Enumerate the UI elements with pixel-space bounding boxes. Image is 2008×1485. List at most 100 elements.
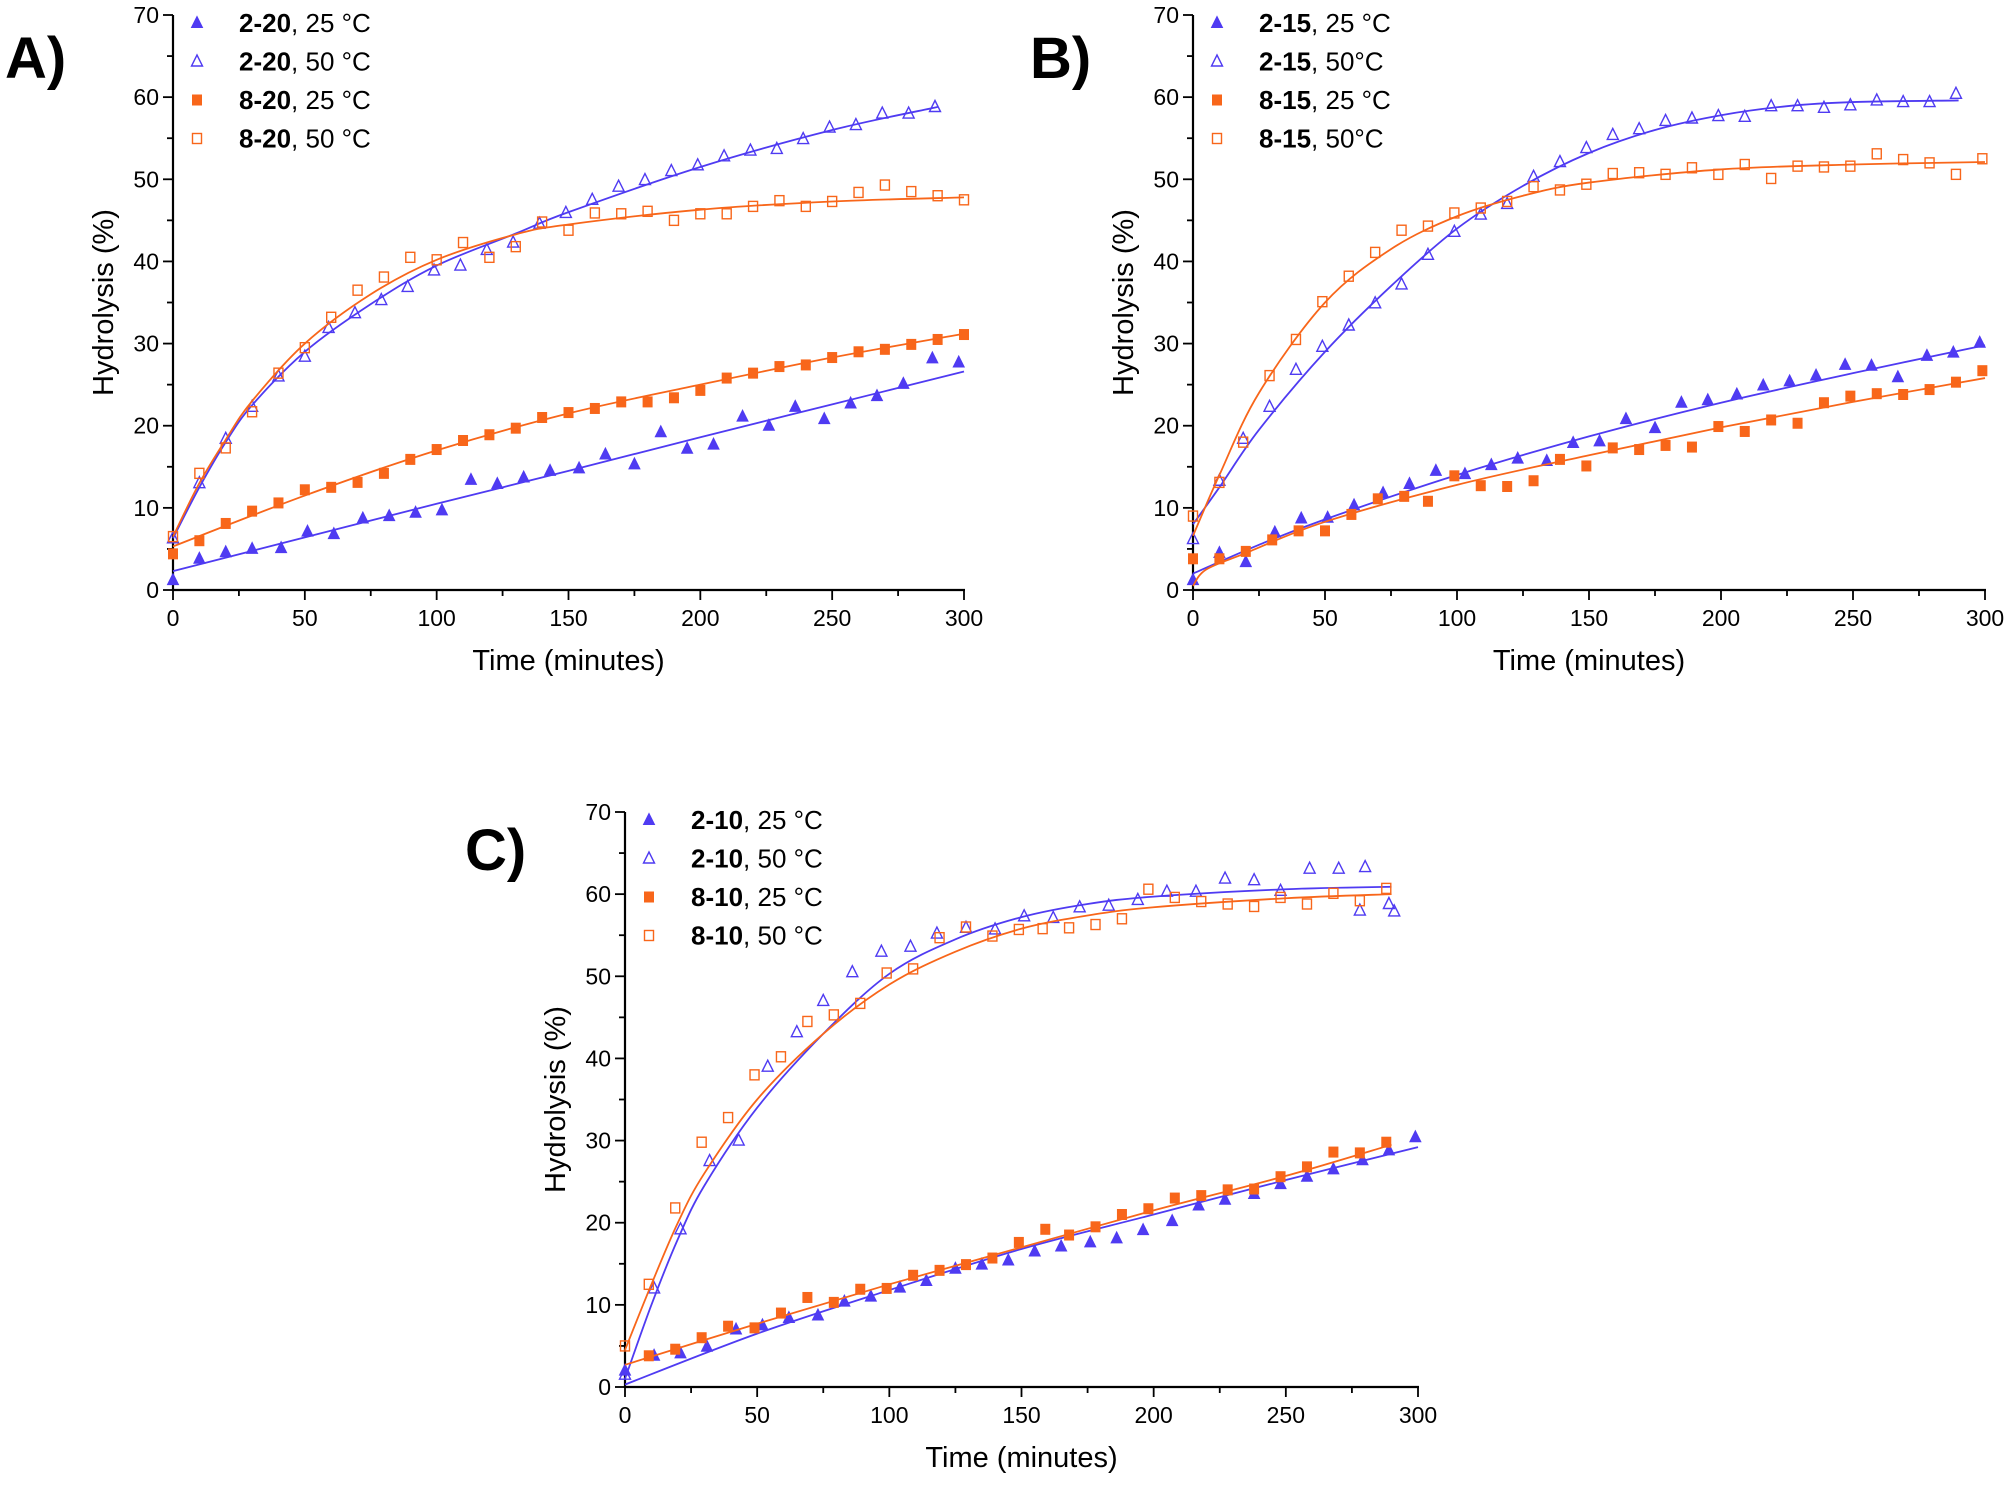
data-point — [1293, 525, 1304, 537]
data-point — [1328, 887, 1339, 900]
data-point — [1619, 411, 1633, 425]
data-point — [668, 392, 679, 404]
fit-curve — [624, 885, 1392, 1380]
data-point — [782, 1310, 796, 1323]
data-point — [1686, 441, 1697, 453]
legend-marker — [644, 891, 654, 903]
panel-label: A) — [5, 26, 66, 91]
data-point — [1660, 439, 1671, 451]
y-tick-label: 20 — [585, 1210, 611, 1236]
data-point — [1766, 414, 1777, 426]
data-point — [1188, 553, 1198, 565]
data-point — [1273, 882, 1288, 897]
data-point — [1738, 108, 1752, 123]
legend-label-rest: , 50 °C — [743, 921, 823, 951]
data-point — [1369, 246, 1381, 259]
series-2-10-0 — [618, 1129, 1422, 1386]
data-point — [326, 311, 337, 323]
data-point — [1896, 94, 1910, 108]
data-point — [1013, 1236, 1024, 1248]
data-point — [775, 1307, 786, 1319]
data-point — [1581, 460, 1592, 472]
data-point — [1073, 899, 1087, 913]
data-point — [1381, 882, 1392, 895]
data-point — [537, 412, 548, 423]
data-point — [1632, 121, 1646, 135]
data-point — [1634, 444, 1645, 456]
y-tick-label: 60 — [1153, 84, 1179, 110]
data-point — [736, 409, 749, 422]
data-point — [668, 214, 680, 227]
data-point — [1187, 510, 1199, 522]
data-point — [1845, 390, 1856, 402]
data-point — [589, 402, 600, 414]
data-point — [907, 963, 919, 975]
fit-curve — [172, 196, 965, 538]
legend-label: 8-10, 50 °C — [691, 921, 823, 951]
data-point — [1593, 433, 1606, 447]
data-point — [1871, 148, 1882, 160]
legend-label: 8-15, 50°C — [1259, 124, 1384, 154]
data-point — [484, 429, 495, 441]
data-point — [409, 505, 422, 518]
data-point — [1160, 883, 1174, 897]
data-point — [1294, 510, 1308, 524]
data-point — [616, 208, 627, 220]
data-point — [1739, 425, 1750, 437]
data-point — [480, 241, 494, 256]
y-tick-label: 70 — [1153, 2, 1179, 28]
legend-entry: 2-20, 25 °C — [190, 8, 371, 38]
data-point — [844, 395, 857, 409]
panel-label: B) — [1030, 26, 1091, 91]
x-tick-label: 50 — [292, 605, 318, 631]
legend-label: 2-15, 50°C — [1259, 47, 1384, 77]
data-point — [1240, 545, 1251, 557]
data-point — [1403, 476, 1416, 490]
data-point — [1783, 373, 1796, 387]
data-point — [1358, 858, 1372, 873]
data-point — [853, 186, 864, 199]
data-point — [732, 1132, 746, 1146]
data-point — [1064, 1229, 1075, 1241]
data-point — [1713, 421, 1724, 433]
data-point — [1633, 167, 1645, 179]
data-point — [166, 572, 180, 586]
x-tick-label: 0 — [619, 1402, 632, 1428]
y-tick-label: 70 — [585, 799, 611, 825]
data-point — [816, 992, 830, 1007]
x-tick-label: 200 — [1702, 605, 1740, 631]
y-tick-label: 10 — [133, 495, 159, 521]
data-point — [618, 1366, 632, 1380]
data-point — [1447, 223, 1461, 238]
data-point — [696, 1332, 707, 1344]
data-point — [1949, 85, 1963, 100]
legend-label-bold: 8-10 — [691, 882, 743, 912]
data-point — [1236, 430, 1250, 445]
data-point — [680, 441, 694, 454]
data-point — [1320, 525, 1330, 537]
data-point — [510, 240, 521, 253]
legend-entry: 8-15, 25 °C — [1212, 85, 1391, 115]
data-point — [1332, 860, 1346, 874]
data-point — [1110, 1230, 1123, 1244]
data-point — [691, 157, 705, 171]
data-point — [897, 376, 910, 389]
data-point — [1054, 1238, 1068, 1252]
data-point — [988, 921, 1002, 935]
data-point — [166, 530, 180, 544]
data-point — [1267, 534, 1278, 546]
data-point — [1713, 168, 1724, 181]
x-tick-label: 300 — [1966, 605, 2004, 631]
data-point — [1262, 398, 1277, 413]
legend-entry: 2-15, 50°C — [1210, 47, 1384, 77]
data-point — [1063, 922, 1075, 934]
series-8-15-2 — [1188, 365, 1988, 587]
data-point — [1818, 397, 1829, 409]
data-point — [1382, 1142, 1396, 1156]
data-point — [1037, 922, 1048, 935]
data-point — [879, 343, 890, 355]
data-point — [559, 204, 573, 219]
data-point — [934, 1264, 945, 1276]
data-point — [194, 535, 205, 547]
